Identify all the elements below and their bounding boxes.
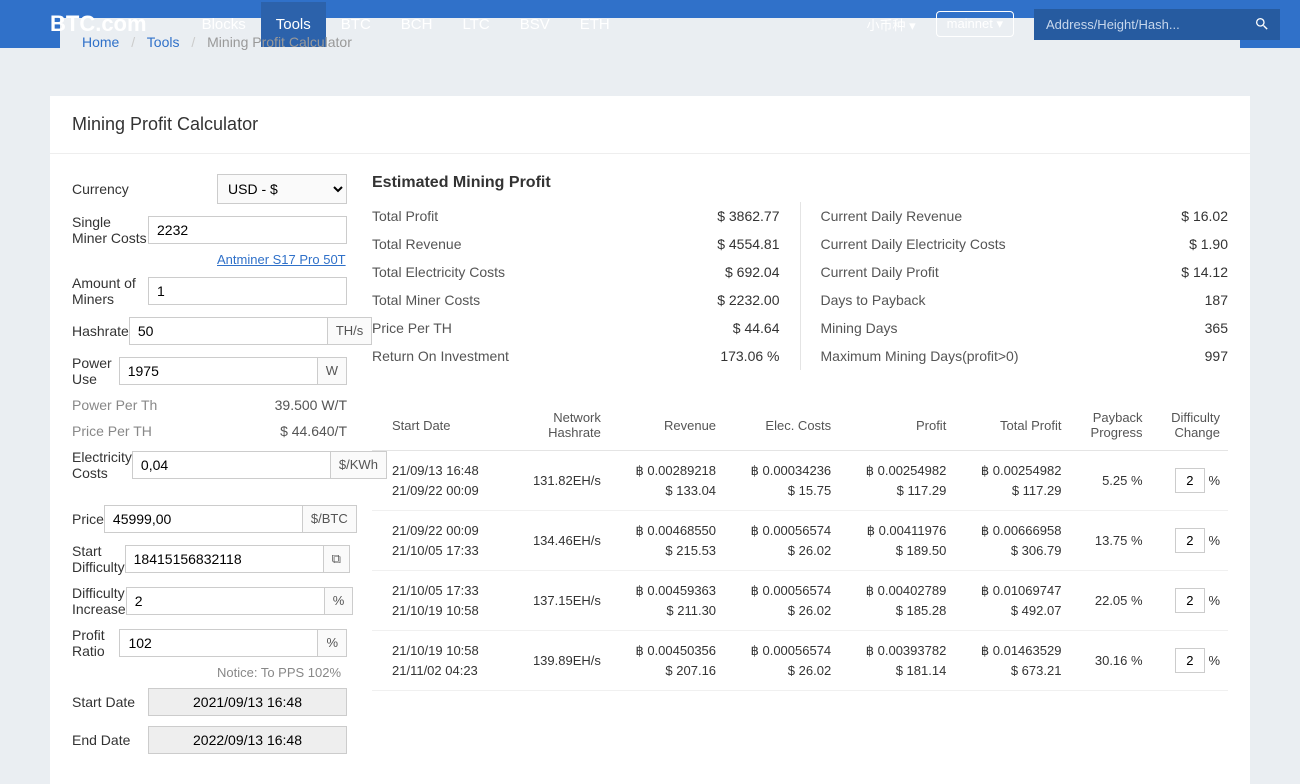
hashrate-unit: TH/s <box>328 317 372 345</box>
price-unit: $/BTC <box>303 505 357 533</box>
profit-ratio-label: Profit Ratio <box>72 627 119 659</box>
hashrate-label: Hashrate <box>72 323 129 339</box>
power-input[interactable] <box>119 357 318 385</box>
summary-row: Days to Payback187 <box>821 286 1229 314</box>
table-row: 21/09/13 16:4821/09/22 00:09131.82EH/s฿ … <box>372 451 1228 511</box>
power-label: Power Use <box>72 355 119 387</box>
col-header: Elec. Costs <box>724 400 839 451</box>
currency-select[interactable]: USD - $ <box>217 174 347 204</box>
search-wrap <box>1034 9 1280 40</box>
network-select[interactable]: mainnet ▾ <box>936 11 1014 37</box>
price-label: Price <box>72 511 104 527</box>
summary-row: Total Revenue$ 4554.81 <box>372 230 780 258</box>
amount-label: Amount of Miners <box>72 275 148 307</box>
diff-inc-input[interactable] <box>126 587 325 615</box>
diff-change-input[interactable] <box>1175 528 1205 553</box>
summary-row: Total Electricity Costs$ 692.04 <box>372 258 780 286</box>
price-input[interactable] <box>104 505 303 533</box>
pps-notice: Notice: To PPS 102% <box>217 665 347 680</box>
search-icon[interactable] <box>1254 16 1270 32</box>
breadcrumb-tools[interactable]: Tools <box>147 34 180 50</box>
price-per-th-value: $ 44.640/T <box>217 423 347 439</box>
summary-row: Price Per TH$ 44.64 <box>372 314 780 342</box>
diff-inc-label: Difficulty Increase <box>72 585 126 617</box>
hashrate-input[interactable] <box>129 317 328 345</box>
summary-row: Total Profit$ 3862.77 <box>372 202 780 230</box>
end-date-label: End Date <box>72 732 148 748</box>
col-header: Revenue <box>609 400 724 451</box>
page-title: Mining Profit Calculator <box>50 96 1250 154</box>
summary-row: Maximum Mining Days(profit>0)997 <box>821 342 1229 370</box>
single-miner-input[interactable] <box>148 216 347 244</box>
summary-row: Mining Days365 <box>821 314 1229 342</box>
col-header: Profit <box>839 400 954 451</box>
summary-row: Current Daily Profit$ 14.12 <box>821 258 1229 286</box>
results-panel: Estimated Mining Profit Total Profit$ 38… <box>372 174 1228 764</box>
summary-right: Current Daily Revenue$ 16.02Current Dail… <box>801 202 1229 370</box>
diff-change-input[interactable] <box>1175 588 1205 613</box>
summary-row: Current Daily Revenue$ 16.02 <box>821 202 1229 230</box>
profit-ratio-input[interactable] <box>119 629 318 657</box>
estimate-title: Estimated Mining Profit <box>372 174 1228 192</box>
end-date-input[interactable] <box>148 726 347 754</box>
col-header: Start Date <box>372 400 509 451</box>
nav-bsv[interactable]: BSV <box>505 2 565 47</box>
table-row: 21/10/19 10:5821/11/02 04:23139.89EH/s฿ … <box>372 631 1228 691</box>
altcoins-link[interactable]: 小币种 ▾ <box>866 15 915 34</box>
summary-row: Total Miner Costs$ 2232.00 <box>372 286 780 314</box>
start-date-label: Start Date <box>72 694 148 710</box>
elec-label: Electricity Costs <box>72 449 132 481</box>
single-miner-label: Single Miner Costs <box>72 214 148 246</box>
nav-bch[interactable]: BCH <box>386 2 448 47</box>
summary-row: Return On Investment173.06 % <box>372 342 780 370</box>
elec-input[interactable] <box>132 451 331 479</box>
col-header: DifficultyChange <box>1151 400 1228 451</box>
pct-unit: % <box>325 587 354 615</box>
power-unit: W <box>318 357 347 385</box>
price-per-th-label: Price Per TH <box>72 423 217 439</box>
breadcrumb-home[interactable]: Home <box>82 34 119 50</box>
search-input[interactable] <box>1034 9 1254 40</box>
table-row: 21/10/05 17:3321/10/19 10:58137.15EH/s฿ … <box>372 571 1228 631</box>
form-panel: Currency USD - $ Single Miner Costs Antm… <box>72 174 372 764</box>
start-diff-input[interactable] <box>125 545 324 573</box>
diff-change-input[interactable] <box>1175 468 1205 493</box>
summary-left: Total Profit$ 3862.77Total Revenue$ 4554… <box>372 202 801 370</box>
power-per-th-label: Power Per Th <box>72 397 217 413</box>
power-per-th-value: 39.500 W/T <box>217 397 347 413</box>
col-header: NetworkHashrate <box>509 400 609 451</box>
main-container: Mining Profit Calculator Currency USD - … <box>50 96 1250 784</box>
pct-unit: % <box>318 629 347 657</box>
col-header: Total Profit <box>954 400 1069 451</box>
miner-model-link[interactable]: Antminer S17 Pro 50T <box>217 252 346 267</box>
summary-row: Current Daily Electricity Costs$ 1.90 <box>821 230 1229 258</box>
table-row: 21/09/22 00:0921/10/05 17:33134.46EH/s฿ … <box>372 511 1228 571</box>
diff-change-input[interactable] <box>1175 648 1205 673</box>
copy-icon[interactable]: ⧉ <box>324 545 350 573</box>
nav-eth[interactable]: ETH <box>565 2 625 47</box>
start-date-input[interactable] <box>148 688 347 716</box>
start-diff-label: Start Difficulty <box>72 543 125 575</box>
currency-label: Currency <box>72 181 217 197</box>
profit-table: Start DateNetworkHashrateRevenueElec. Co… <box>372 400 1228 691</box>
nav-ltc[interactable]: LTC <box>447 2 504 47</box>
col-header: PaybackProgress <box>1069 400 1150 451</box>
amount-input[interactable] <box>148 277 347 305</box>
breadcrumb-current: Mining Profit Calculator <box>207 34 352 50</box>
